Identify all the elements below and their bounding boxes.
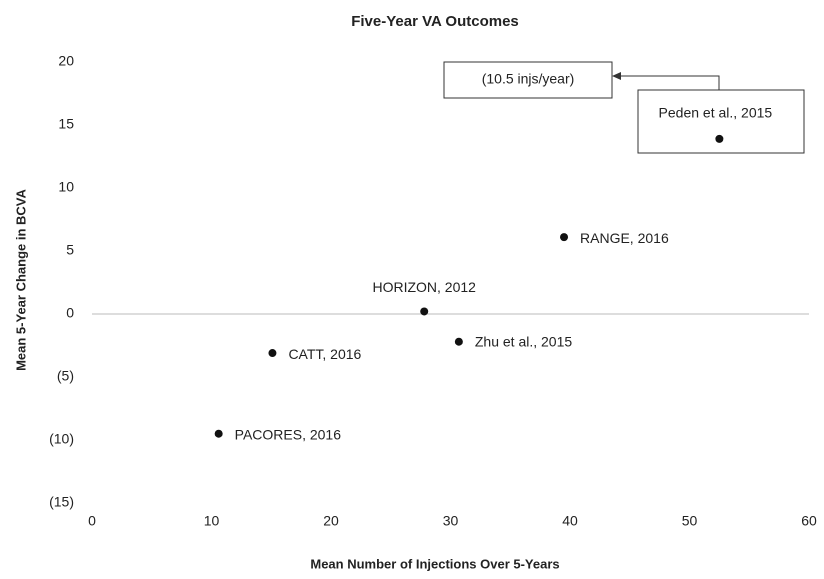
chart-title: Five-Year VA Outcomes (351, 13, 519, 30)
y-tick-label: (5) (57, 368, 74, 384)
x-tick-label: 40 (562, 513, 578, 529)
point (560, 233, 569, 242)
point-label: Peden et al., 2015 (659, 105, 773, 121)
y-tick-label: (15) (49, 494, 74, 510)
point (454, 337, 463, 346)
annotation-arrow (620, 75, 720, 90)
y-tick-label: (10) (49, 431, 74, 447)
annotation-box (443, 61, 613, 99)
y-tick-label: 0 (66, 305, 74, 321)
y-tick-label: 5 (66, 242, 74, 258)
x-axis-title: Mean Number of Injections Over 5-Years (310, 556, 559, 571)
point (715, 134, 724, 143)
point (214, 429, 223, 438)
y-tick-label: 10 (58, 179, 74, 195)
point-label: PACORES, 2016 (235, 426, 342, 442)
x-tick-label: 20 (323, 513, 339, 529)
x-tick-label: 0 (88, 513, 96, 529)
label-box (637, 89, 805, 154)
y-tick-label: 15 (58, 116, 74, 132)
x-tick-label: 50 (682, 513, 698, 529)
point-label: Zhu et al., 2015 (475, 333, 573, 349)
x-tick-label: 30 (443, 513, 459, 529)
point (268, 349, 277, 358)
point (420, 307, 429, 316)
arrow-head (612, 72, 621, 80)
point-label: CATT, 2016 (288, 346, 361, 362)
x-tick-label: 60 (801, 513, 817, 529)
point-label: RANGE, 2016 (580, 230, 669, 246)
y-tick-label: 20 (58, 53, 74, 69)
point-label: HORIZON, 2012 (372, 279, 476, 295)
y-axis-title: Mean 5-Year Change in BCVA (13, 188, 28, 370)
annotation: (10.5 injs/year) (482, 71, 575, 87)
x-tick-label: 10 (204, 513, 220, 529)
